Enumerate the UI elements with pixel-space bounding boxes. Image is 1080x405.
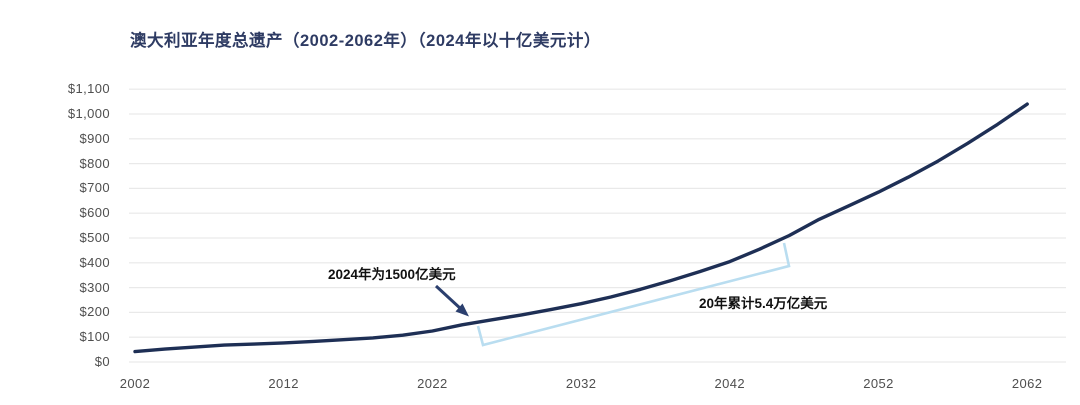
y-tick-label: $600 [79, 205, 110, 221]
x-tick-label: 2042 [714, 376, 746, 391]
annotation-2024-value: 2024年为1500亿美元 [328, 267, 456, 282]
y-tick-label: $1,000 [67, 106, 110, 121]
x-tick-label: 2032 [565, 376, 597, 391]
annotation-arrow-head [455, 303, 469, 317]
x-tick-label: 2022 [417, 376, 448, 391]
x-tick-label: 2052 [863, 376, 894, 391]
y-tick-label: $500 [79, 230, 110, 245]
y-tick-label: $1,100 [67, 81, 110, 97]
y-tick-label: $700 [79, 180, 110, 196]
chart-title: 澳大利亚年度总遗产（2002-2062年）（2024年以十亿美元计） [130, 32, 601, 50]
y-tick-label: $200 [79, 304, 110, 320]
annotation-arrow-line [434, 284, 463, 311]
y-tick-label: $800 [79, 155, 110, 171]
y-tick-label: $300 [79, 279, 110, 295]
x-tick-label: 2012 [268, 376, 299, 391]
y-tick-label: $400 [79, 254, 110, 270]
y-tick-label: $100 [79, 329, 110, 345]
series-line [133, 102, 1029, 354]
cumulative-bracket-shape [476, 242, 791, 347]
y-tick-label: $900 [79, 130, 110, 146]
x-tick-label: 2062 [1011, 376, 1043, 391]
y-tick-label: $0 [94, 354, 110, 369]
x-tick-label: 2002 [119, 376, 151, 391]
annotation-20yr-cumulative: 20年累计5.4万亿美元 [699, 296, 828, 311]
